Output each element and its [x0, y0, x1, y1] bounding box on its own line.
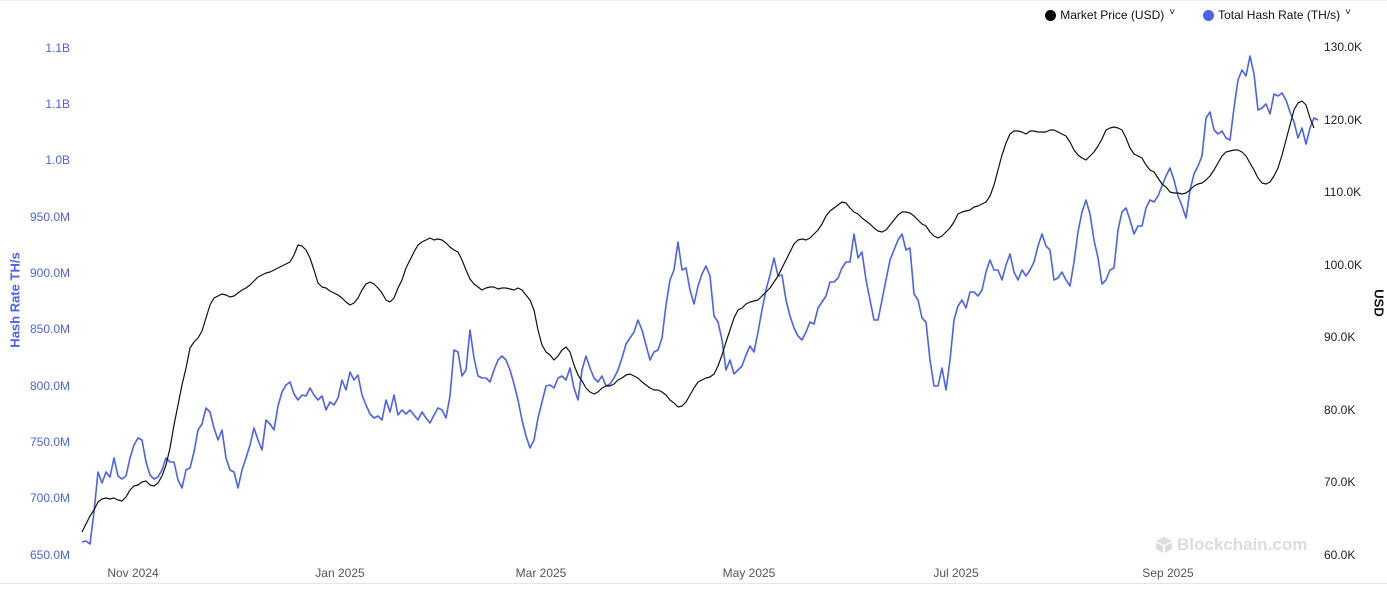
market-price-dot-icon — [1045, 9, 1057, 21]
hash-rate-dot-icon — [1203, 9, 1215, 21]
x-tick: May 2025 — [722, 566, 776, 580]
watermark-text: Blockchain.com — [1177, 535, 1308, 554]
left-tick: 750.0M — [29, 435, 70, 449]
x-tick: Sep 2025 — [1142, 566, 1194, 580]
legend-item-hash-rate[interactable]: Total Hash Rate (TH/s) ˅ — [1203, 6, 1351, 22]
left-tick: 1.1B — [45, 97, 70, 111]
x-tick: Jul 2025 — [933, 566, 979, 580]
left-tick: 950.0M — [29, 210, 70, 224]
x-axis-baseline — [0, 583, 1387, 584]
blockchain-logo-icon — [1156, 537, 1172, 553]
left-tick: 700.0M — [29, 491, 70, 505]
watermark: Blockchain.com — [1155, 535, 1307, 555]
left-tick: 650.0M — [29, 548, 70, 562]
left-tick: 850.0M — [29, 322, 70, 336]
hash-rate-line[interactable] — [81, 55, 1319, 545]
left-tick: 1.1B — [45, 41, 70, 55]
legend-item-market-price[interactable]: Market Price (USD) ˅ — [1045, 6, 1176, 22]
top-divider — [0, 0, 1387, 1]
chart-legend: Market Price (USD) ˅ Total Hash Rate (TH… — [1045, 6, 1351, 22]
right-tick: 70.0K — [1324, 475, 1356, 489]
right-tick: 60.0K — [1324, 548, 1356, 562]
right-tick: 80.0K — [1324, 403, 1356, 417]
x-tick: Jan 2025 — [315, 566, 365, 580]
x-tick: Mar 2025 — [515, 566, 567, 580]
right-tick: 130.0K — [1324, 40, 1363, 54]
legend-label-market-price: Market Price (USD) — [1060, 8, 1165, 22]
legend-label-hash-rate: Total Hash Rate (TH/s) — [1218, 8, 1341, 22]
right-tick: 120.0K — [1324, 113, 1363, 127]
right-tick: 90.0K — [1324, 330, 1356, 344]
chevron-down-icon[interactable]: ˅ — [1169, 6, 1176, 18]
market-price-line[interactable] — [81, 100, 1315, 533]
right-tick: 110.0K — [1324, 185, 1362, 199]
left-tick: 800.0M — [29, 379, 70, 393]
right-tick: 100.0K — [1324, 258, 1363, 272]
left-tick: 1.0B — [45, 153, 70, 167]
chevron-down-icon[interactable]: ˅ — [1345, 6, 1351, 18]
left-tick: 900.0M — [29, 266, 70, 280]
x-tick: Nov 2024 — [107, 566, 159, 580]
